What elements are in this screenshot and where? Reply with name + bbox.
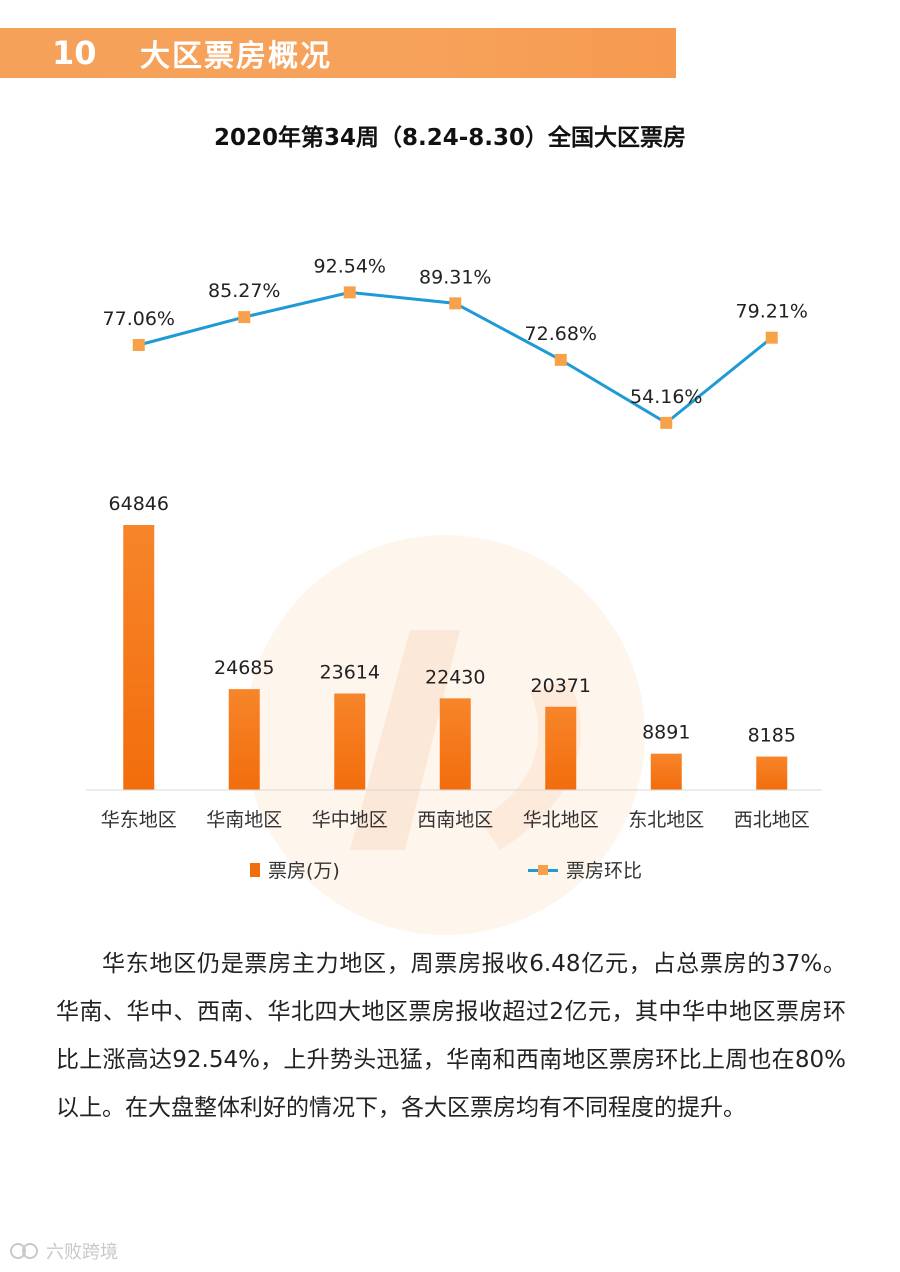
legend-item-box-office: 票房(万) bbox=[250, 856, 340, 883]
line-point-4 bbox=[554, 353, 567, 366]
line-point-1 bbox=[238, 311, 251, 324]
bar-label-2: 23614 bbox=[320, 661, 380, 683]
legend-label-box-office: 票房(万) bbox=[268, 860, 340, 882]
bar-label-6: 8185 bbox=[748, 725, 796, 747]
x-tick-label-4: 华北地区 bbox=[523, 809, 599, 831]
line-point-6 bbox=[765, 331, 778, 344]
line-label-3: 89.31% bbox=[419, 266, 491, 288]
bar-5 bbox=[650, 753, 682, 790]
footer-logo: 六败跨境 bbox=[10, 1238, 118, 1264]
x-tick-label-3: 西南地区 bbox=[417, 809, 493, 831]
bar-2 bbox=[334, 693, 366, 790]
bar-6 bbox=[756, 756, 788, 790]
line-point-3 bbox=[449, 297, 462, 310]
bar-label-4: 20371 bbox=[531, 675, 591, 697]
chart: 64846 24685 23614 22430 20371 8891 8185 77.06%… bbox=[86, 255, 822, 831]
line-layer: 77.06% 85.27% 92.54% 89.31% 72.68% 54.16% 79.2… bbox=[103, 255, 808, 429]
line-label-4: 72.68% bbox=[525, 323, 597, 345]
bars-layer: 64846 24685 23614 22430 20371 8891 8185 bbox=[109, 493, 796, 790]
section-header: 10 大区票房概况 bbox=[0, 28, 676, 78]
x-tick-label-2: 华中地区 bbox=[312, 809, 388, 831]
brand-logo-icon bbox=[10, 1243, 38, 1259]
legend-line-swatch bbox=[528, 863, 558, 877]
bar-4 bbox=[545, 706, 577, 790]
line-point-2 bbox=[343, 286, 356, 299]
bar-label-5: 8891 bbox=[642, 722, 690, 744]
bar-1 bbox=[228, 689, 260, 790]
legend-bar-swatch bbox=[250, 862, 260, 877]
footer-logo-text: 六败跨境 bbox=[46, 1242, 118, 1263]
bar-3 bbox=[439, 698, 471, 790]
section-number: 10 bbox=[52, 34, 97, 72]
x-tick-label-6: 西北地区 bbox=[734, 809, 810, 831]
x-tick-label-5: 东北地区 bbox=[628, 809, 704, 831]
line-label-0: 77.06% bbox=[103, 308, 175, 330]
line-point-5 bbox=[660, 416, 673, 429]
legend-label-ratio: 票房环比 bbox=[566, 860, 643, 882]
body-paragraph: 华东地区仍是票房主力地区，周票房报收6.48亿元，占总票房的37%。华南、华中、… bbox=[56, 951, 846, 1121]
line-label-1: 85.27% bbox=[208, 280, 280, 302]
x-tick-label-1: 华南地区 bbox=[206, 809, 282, 831]
line-label-5: 54.16% bbox=[630, 386, 702, 408]
line-point-0 bbox=[132, 339, 145, 351]
legend: 票房(万) 票房环比 bbox=[0, 856, 900, 884]
axis-layer: 华东地区 华南地区 华中地区 西南地区 华北地区 东北地区 西北地区 bbox=[86, 789, 822, 831]
legend-item-ratio: 票房环比 bbox=[528, 856, 642, 883]
chart-title: 2020年第34周（8.24-8.30）全国大区票房 bbox=[213, 125, 687, 151]
x-tick-label-0: 华东地区 bbox=[101, 809, 177, 831]
section-title: 大区票房概况 bbox=[140, 39, 332, 74]
bar-label-0: 64846 bbox=[109, 493, 169, 515]
line-label-2: 92.54% bbox=[314, 255, 386, 277]
bar-label-1: 24685 bbox=[214, 657, 274, 679]
bar-label-3: 22430 bbox=[425, 666, 485, 688]
line-label-6: 79.21% bbox=[736, 301, 808, 323]
bar-0 bbox=[123, 525, 155, 790]
